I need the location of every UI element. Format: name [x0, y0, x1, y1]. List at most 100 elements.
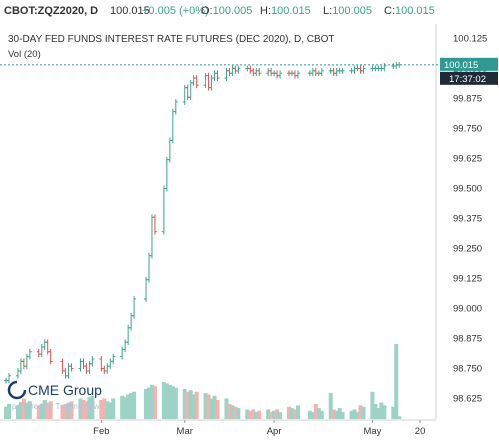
volume-bar	[275, 409, 280, 419]
volume-bar	[123, 397, 128, 419]
volume-bar	[334, 410, 339, 419]
price-tick-label: 98.750	[453, 364, 482, 375]
countdown-tag-text: 17:37:02	[449, 74, 486, 85]
volume-bar	[161, 382, 166, 419]
volume-bar	[39, 404, 44, 419]
time-tick-label: May	[363, 426, 381, 437]
price-tick-label: 99.875	[453, 93, 482, 104]
ohlc-bar	[236, 65, 241, 74]
volume-bar	[90, 395, 95, 419]
high-number: 100.015	[271, 5, 311, 17]
open-label: O:	[201, 5, 213, 17]
time-tick-label: Apr	[267, 426, 282, 437]
volume-bar	[87, 397, 92, 419]
volume-bar	[102, 398, 107, 419]
price-chart[interactable]: 100.125100.00099.87599.75099.62599.50099…	[0, 24, 499, 445]
volume-bar	[6, 404, 11, 419]
volume-bar	[146, 387, 151, 419]
volume-bar	[358, 405, 363, 419]
volume-bar	[316, 408, 321, 419]
close-number: 100.015	[395, 5, 435, 17]
volume-bar	[391, 406, 396, 419]
volume-bar	[149, 384, 154, 419]
volume-bar	[209, 398, 214, 419]
ohlc-bar	[340, 67, 345, 74]
symbol-label[interactable]: CBOT:ZQZ2020, D	[4, 5, 99, 17]
low-label: L:	[323, 5, 333, 17]
open-value: O:100.005	[201, 5, 252, 17]
high-value: H:100.015	[260, 5, 311, 17]
ohlc-bar	[173, 99, 178, 115]
time-tick-label: 20	[415, 426, 426, 437]
volume-bar	[269, 412, 274, 419]
price-tick-label: 99.750	[453, 123, 482, 134]
volume-bar	[292, 409, 297, 419]
volume-bar	[337, 408, 342, 419]
price-tick-label: 99.125	[453, 274, 482, 285]
volume-bar	[224, 398, 229, 419]
ohlc-bar	[319, 67, 324, 77]
ohlc-bar	[194, 75, 199, 89]
volume-bar	[373, 404, 378, 419]
ohlc-bar	[295, 70, 300, 79]
volume-bar	[36, 405, 41, 419]
symbol-header: CBOT:ZQZ2020, D 100.015 +0.005 (+0%) O:1…	[0, 0, 499, 25]
price-tick-label: 99.000	[453, 304, 482, 315]
low-value: L:100.005	[323, 5, 372, 17]
volume-bar	[4, 406, 8, 419]
ohlc-bar	[6, 372, 11, 384]
volume-bar	[397, 416, 402, 419]
volume-bar	[66, 402, 71, 419]
volume-bar	[236, 408, 241, 419]
volume-bar	[182, 389, 187, 419]
volume-bar	[206, 394, 211, 419]
volume-bar	[173, 387, 178, 419]
close-value: C:100.015	[384, 5, 435, 17]
last-price-tag-text: 100.015	[444, 60, 478, 71]
volume-bar	[167, 384, 172, 419]
price-tick-label: 100.125	[453, 33, 487, 44]
high-label: H:	[260, 5, 271, 17]
volume-bar	[63, 404, 68, 419]
volume-series	[4, 344, 402, 419]
last-price: 100.015	[110, 5, 150, 17]
time-axis[interactable]: Feb Mar Apr May 20	[0, 419, 436, 437]
ohlc-bar	[69, 363, 74, 372]
low-number: 100.005	[332, 5, 372, 17]
close-label: C:	[384, 5, 395, 17]
volume-bar	[15, 405, 20, 419]
volume-bar	[257, 410, 262, 419]
volume-bar	[227, 404, 232, 419]
volume-bar	[212, 395, 217, 419]
tradingview-credit: powered by TradingView	[12, 402, 100, 411]
volume-indicator-label: Vol (20)	[8, 49, 41, 60]
volume-bar	[287, 406, 292, 419]
volume-bar	[129, 393, 134, 419]
chart-title: 30-DAY FED FUNDS INTEREST RATE FUTURES (…	[8, 34, 335, 45]
volume-bar	[272, 410, 277, 419]
ohlc-bar	[278, 70, 283, 79]
open-number: 100.005	[212, 5, 253, 17]
volume-bar	[18, 401, 23, 419]
volume-bar	[376, 408, 381, 419]
volume-bar	[289, 408, 294, 419]
volume-bar	[24, 402, 29, 419]
volume-bar	[194, 391, 199, 419]
volume-bar	[310, 412, 315, 419]
volume-bar	[105, 401, 110, 419]
volume-bar	[355, 412, 360, 419]
volume-bar	[99, 399, 104, 419]
volume-bar	[352, 409, 357, 419]
countdown-tag	[440, 71, 498, 85]
volume-bar	[278, 412, 283, 419]
price-tick-label: 99.625	[453, 153, 482, 164]
volume-bar	[248, 410, 253, 419]
price-tick-label: 98.875	[453, 334, 482, 345]
ohlc-bar	[215, 70, 220, 81]
volume-bar	[233, 406, 238, 419]
price-tick-label: 99.250	[453, 244, 482, 255]
volume-bar	[245, 409, 250, 419]
volume-bar	[84, 401, 89, 419]
volume-bar	[27, 401, 32, 419]
volume-bar	[108, 402, 113, 419]
